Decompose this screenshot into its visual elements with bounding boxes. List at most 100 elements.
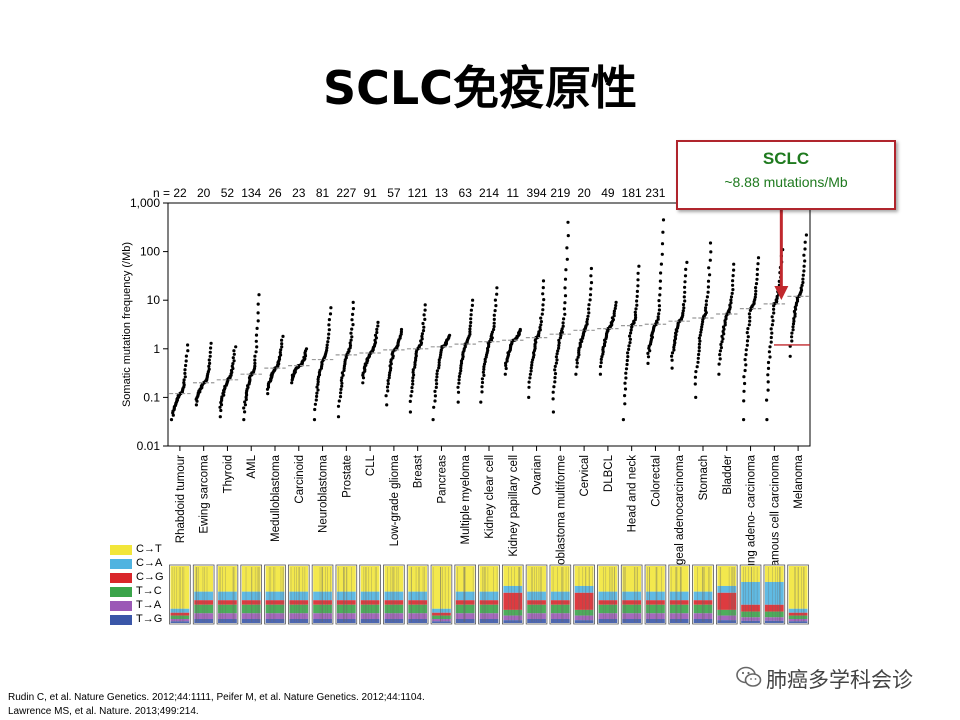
data-point — [732, 268, 736, 272]
spectrum-band — [574, 620, 594, 623]
data-point — [626, 351, 630, 355]
data-point — [255, 345, 259, 349]
data-point — [469, 308, 473, 312]
data-point — [422, 313, 426, 317]
data-point — [770, 323, 775, 327]
data-point — [373, 338, 377, 342]
spectrum-band — [764, 620, 784, 623]
data-point — [468, 332, 472, 336]
data-point — [279, 353, 283, 357]
data-point — [316, 377, 320, 381]
wechat-icon — [736, 666, 762, 687]
data-point — [182, 381, 186, 385]
data-point — [729, 295, 734, 299]
data-point — [242, 406, 246, 410]
data-point — [753, 298, 757, 302]
spectrum-band — [218, 591, 237, 601]
data-point — [722, 332, 726, 336]
data-point — [411, 382, 415, 386]
data-point — [614, 303, 618, 308]
sample-count: 52 — [221, 186, 235, 200]
data-point — [313, 402, 317, 406]
spectrum-band — [622, 591, 642, 601]
spectrum-band — [194, 604, 214, 614]
data-point — [565, 257, 569, 261]
data-point — [386, 382, 390, 386]
data-point — [551, 390, 555, 394]
data-point — [589, 281, 594, 285]
data-point — [538, 328, 542, 332]
data-point — [457, 374, 461, 379]
data-point — [351, 312, 355, 316]
spectrum-panel — [311, 564, 334, 625]
data-point — [327, 318, 331, 322]
data-point — [683, 285, 687, 289]
spectrum-band — [479, 591, 499, 601]
data-point — [701, 320, 705, 324]
data-point — [588, 298, 592, 302]
data-point — [589, 287, 593, 291]
data-point — [337, 399, 341, 403]
callout-title: SCLC — [762, 149, 810, 168]
data-point — [421, 321, 425, 326]
data-point — [601, 352, 605, 356]
spectrum-band — [194, 600, 214, 605]
category-label: Carcinoid — [294, 455, 306, 504]
sample-count: 20 — [197, 186, 211, 200]
data-point — [563, 312, 567, 316]
data-point — [351, 307, 355, 311]
data-point — [541, 286, 545, 290]
spectrum-band — [741, 617, 760, 621]
spectrum-band — [669, 604, 689, 614]
spectrum-band — [574, 615, 594, 621]
data-point — [802, 269, 806, 273]
data-point — [766, 366, 771, 370]
sample-count: 231 — [645, 186, 665, 200]
data-point — [518, 327, 522, 332]
data-point — [600, 355, 604, 359]
data-point — [728, 303, 732, 307]
spectrum-band — [598, 600, 618, 605]
data-point — [184, 354, 188, 358]
data-point — [434, 378, 438, 382]
data-point — [336, 415, 341, 419]
data-point — [468, 330, 472, 334]
data-point — [527, 385, 531, 389]
data-point — [803, 259, 807, 263]
y-tick-label: 100 — [140, 245, 160, 259]
spectrum-panel — [383, 564, 405, 625]
data-point — [541, 303, 545, 307]
reference-line: Lawrence MS, et al. Nature. 2013;499:214… — [8, 706, 199, 717]
data-point — [551, 397, 555, 401]
data-point — [411, 368, 415, 372]
data-point — [732, 262, 736, 266]
spectrum-band — [717, 609, 737, 616]
data-point — [612, 311, 616, 316]
data-point — [325, 343, 329, 347]
callout-subtitle: ~8.88 mutations/Mb — [724, 174, 848, 190]
spectrum-band — [550, 604, 570, 614]
data-point — [718, 357, 722, 361]
data-point — [316, 380, 320, 384]
data-point — [743, 368, 747, 373]
spectrum-band — [360, 613, 380, 620]
data-point — [492, 324, 496, 329]
data-point — [386, 379, 390, 383]
data-point — [349, 331, 353, 335]
data-point — [376, 320, 380, 324]
data-point — [747, 323, 751, 327]
data-point — [746, 335, 750, 339]
data-point — [256, 311, 260, 315]
category-label: Bladder — [722, 455, 734, 495]
spectrum-band — [574, 566, 594, 586]
category-label: Melanoma — [793, 454, 805, 508]
data-point — [219, 408, 223, 413]
spectrum-panel — [573, 564, 595, 625]
spectrum-band — [550, 591, 570, 601]
category-label: Stomach — [698, 455, 710, 500]
data-point — [791, 325, 795, 329]
data-point — [183, 375, 187, 379]
data-point — [244, 397, 248, 402]
data-point — [387, 373, 391, 377]
spectrum-band — [194, 619, 214, 623]
